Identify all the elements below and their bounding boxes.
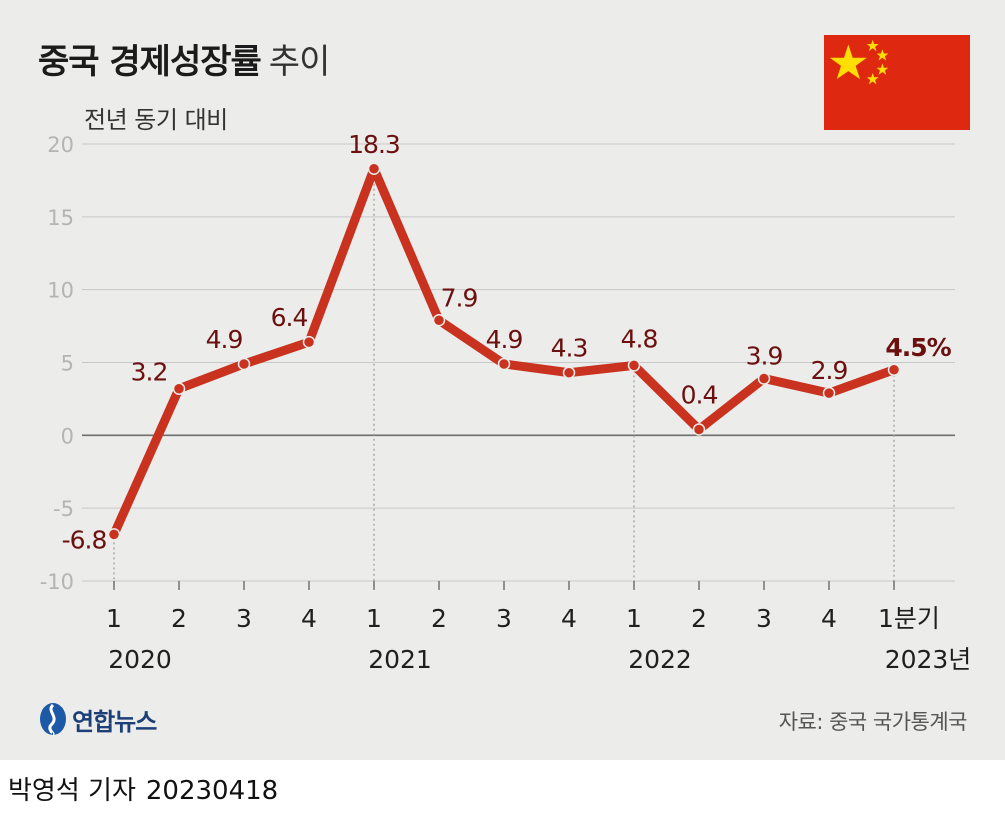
- yonhap-logo-icon: [40, 703, 66, 736]
- year-separators: [113, 168, 895, 586]
- data-label: 3.2: [131, 358, 168, 387]
- data-point: [367, 162, 381, 176]
- year-label: 2020: [108, 645, 172, 674]
- x-tick-label: 4: [821, 604, 837, 633]
- year-label: 2021: [368, 645, 432, 674]
- data-label: 6.4: [271, 303, 308, 332]
- title-light: 추이: [268, 42, 331, 82]
- data-point: [562, 366, 576, 379]
- x-tick-label: 1: [626, 604, 642, 633]
- data-label: 2.9: [811, 356, 848, 385]
- x-tick-label: 3: [756, 604, 772, 633]
- data-label: 7.9: [441, 283, 478, 312]
- unit-label: 전년 동기 대비: [84, 106, 228, 134]
- y-tick-label: 15: [47, 206, 74, 230]
- data-label: 4.8: [621, 324, 658, 353]
- data-point: [172, 382, 186, 395]
- data-labels: -6.8 3.2 4.9 6.4 18.3 7.9 4.9 4.3 4.8 0.4 3.9 2.9 4.…: [62, 130, 953, 555]
- y-tick-label: 20: [47, 133, 74, 157]
- y-axis-ticks: 20 15 10 5 0 -5 -10: [40, 133, 74, 594]
- data-point: [692, 423, 706, 436]
- x-tick-label: 2: [431, 604, 447, 633]
- credit-line: 박영석 기자 20230418: [8, 770, 278, 807]
- credit-date: 20230418: [145, 776, 279, 806]
- x-tick-label: 4: [301, 604, 317, 633]
- x-axis-ticks: 1 2 3 4 1 2 3 4 1 2 3 4 1분기 2020 2021 2022 2023년: [106, 581, 971, 674]
- x-tick-label: 1분기: [878, 604, 940, 633]
- data-label: 18.3: [348, 130, 400, 159]
- data-label: 4.9: [206, 325, 243, 354]
- data-point: [887, 363, 901, 377]
- data-points: [107, 162, 901, 541]
- logo-text: 연합뉴스: [72, 707, 157, 736]
- yonhap-logo: 연합뉴스: [38, 701, 157, 737]
- y-tick-label: 5: [61, 352, 74, 376]
- x-tick-label: 1: [106, 604, 122, 633]
- x-tick-label: 1: [366, 604, 382, 633]
- x-tick-label: 3: [496, 604, 512, 633]
- data-point: [822, 386, 836, 400]
- data-label: 4.9: [486, 325, 523, 354]
- source-note: 자료: 중국 국가통계국: [778, 710, 968, 734]
- data-point: [757, 372, 771, 385]
- y-tick-label: -10: [40, 570, 74, 594]
- data-point: [107, 528, 121, 541]
- data-label: 4.3: [551, 334, 588, 363]
- title-bold: 중국 경제성장률: [38, 42, 262, 82]
- line-chart: 20 15 10 5 0 -5 -10 1 2 3 4 1 2 3 4 1 2 3 4 1분기 2020 2021 202…: [40, 130, 972, 674]
- year-label: 2023년: [885, 645, 972, 674]
- x-tick-label: 4: [561, 604, 577, 633]
- reporter-name: 박영석 기자: [8, 776, 136, 806]
- data-label: -6.8: [62, 525, 107, 554]
- data-label: 3.9: [746, 342, 783, 371]
- data-label: 4.5%: [885, 333, 951, 362]
- data-label: 0.4: [681, 381, 718, 410]
- y-tick-label: 10: [47, 279, 74, 303]
- chart-title: 중국 경제성장률 추이: [38, 34, 331, 83]
- y-tick-label: -5: [53, 497, 74, 521]
- data-point: [237, 357, 251, 371]
- data-point: [432, 314, 446, 327]
- data-point: [302, 335, 316, 349]
- data-point: [497, 357, 511, 371]
- china-flag-icon: [824, 35, 970, 130]
- data-point: [627, 359, 641, 372]
- x-tick-label: 3: [236, 604, 252, 633]
- year-label: 2022: [628, 645, 692, 674]
- x-tick-label: 2: [171, 604, 187, 633]
- x-tick-label: 2: [691, 604, 707, 633]
- y-tick-label: 0: [61, 424, 74, 448]
